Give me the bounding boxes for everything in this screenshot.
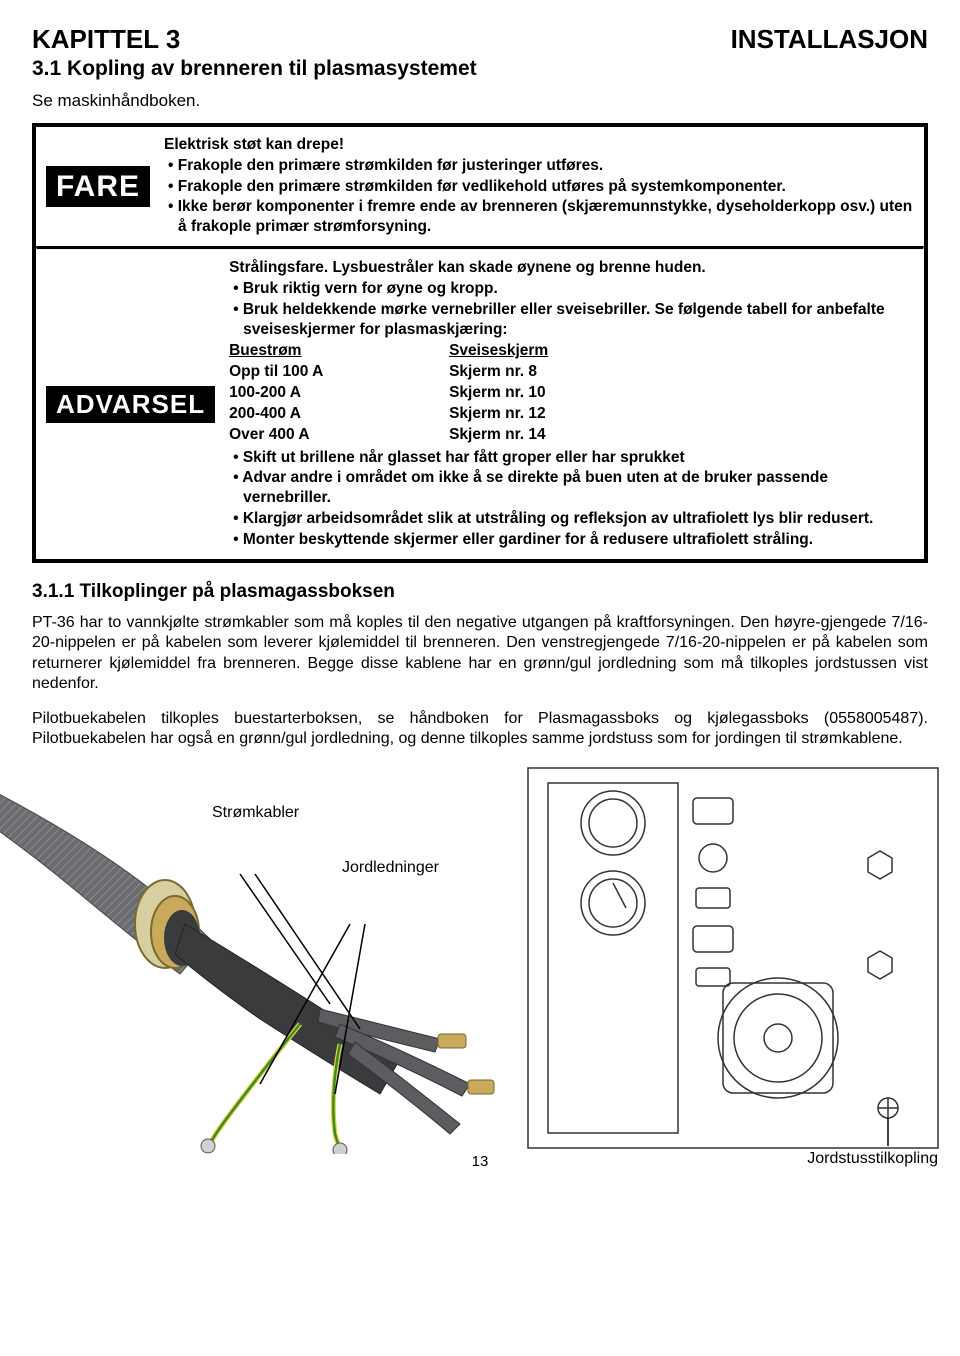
see-manual-text: Se maskinhåndboken. xyxy=(32,91,928,111)
page-number: 13 xyxy=(472,1153,489,1170)
fare-bullet-3: • Ikke berør komponenter i fremre ende a… xyxy=(164,197,914,237)
table-head-2: Sveiseskjerm xyxy=(449,341,669,361)
advarsel-bullet-2: • Bruk heldekkende mørke vernebriller el… xyxy=(229,300,914,340)
advarsel-title: Strålingsfare. Lysbuestråler kan skade ø… xyxy=(229,258,914,278)
table-r3c1: Over 400 A xyxy=(229,425,449,445)
subsection-p2: Pilotbuekabelen tilkoples buestarterboks… xyxy=(32,709,928,750)
advarsel-bullet-5: • Klargjør arbeidsområdet slik at utstrå… xyxy=(229,509,914,529)
advarsel-b2a: • Bruk heldekkende mørke vernebriller el… xyxy=(233,301,655,318)
table-head-1: Buestrøm xyxy=(229,341,449,361)
chapter-title: KAPITTEL 3 xyxy=(32,24,180,55)
figure-label-ground-connection: Jordstusstilkopling xyxy=(807,1150,938,1168)
fare-title: Elektrisk støt kan drepe! xyxy=(164,135,914,155)
section-title: 3.1 Kopling av brenneren til plasmasyste… xyxy=(32,57,928,81)
subsection-p1: PT-36 har to vannkjølte strømkabler som … xyxy=(32,613,928,695)
advarsel-bullet-3: • Skift ut brillene når glasset har fått… xyxy=(229,448,914,468)
table-r2c1: 200-400 A xyxy=(229,404,449,424)
advarsel-bullet-6: • Monter beskyttende skjermer eller gard… xyxy=(229,530,914,550)
fare-bullet-1: • Frakople den primære strømkilden før j… xyxy=(164,156,914,176)
advarsel-badge: ADVARSEL xyxy=(46,386,215,423)
figure-label-power-cables: Strømkabler xyxy=(212,804,299,822)
table-r0c1: Opp til 100 A xyxy=(229,362,449,382)
fare-block: FARE Elektrisk støt kan drepe! • Frakopl… xyxy=(36,127,924,246)
figure-label-ground-wires: Jordledninger xyxy=(342,859,439,877)
fare-badge: FARE xyxy=(46,166,150,207)
warning-frame: FARE Elektrisk støt kan drepe! • Frakopl… xyxy=(32,123,928,563)
table-r2c2: Skjerm nr. 12 xyxy=(449,404,669,424)
fare-body: Elektrisk støt kan drepe! • Frakople den… xyxy=(164,135,914,238)
fare-bullet-2: • Frakople den primære strømkilden før v… xyxy=(164,177,914,197)
advarsel-bullet-4: • Advar andre i området om ikke å se dir… xyxy=(229,468,914,508)
table-r0c2: Skjerm nr. 8 xyxy=(449,362,669,382)
advarsel-body: Strålingsfare. Lysbuestråler kan skade ø… xyxy=(229,258,914,551)
table-r1c1: 100-200 A xyxy=(229,383,449,403)
figure-area: Strømkabler Jordledninger Jordstusstilko… xyxy=(32,764,928,1164)
cable-photo-illustration xyxy=(0,794,540,1154)
shield-table: Buestrøm Opp til 100 A 100-200 A 200-400… xyxy=(229,341,914,445)
table-r3c2: Skjerm nr. 14 xyxy=(449,425,669,445)
advarsel-bullet-1: • Bruk riktig vern for øyne og kropp. xyxy=(229,279,914,299)
subsection-title: 3.1.1 Tilkoplinger på plasmagassboksen xyxy=(32,581,928,603)
table-r1c2: Skjerm nr. 10 xyxy=(449,383,669,403)
advarsel-block: ADVARSEL Strålingsfare. Lysbuestråler ka… xyxy=(36,250,924,559)
chapter-right-title: INSTALLASJON xyxy=(731,24,928,55)
panel-line-drawing xyxy=(518,758,948,1158)
